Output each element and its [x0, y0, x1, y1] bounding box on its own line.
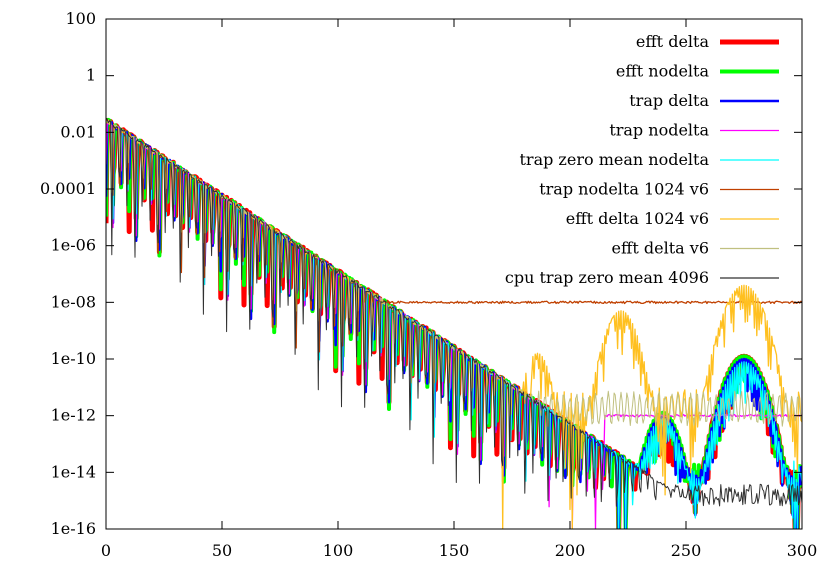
legend-label-8: cpu trap zero mean 4096: [505, 268, 709, 287]
x-tick-label: 250: [671, 541, 702, 560]
y-tick-label: 100: [65, 9, 96, 28]
y-tick-label: 1: [86, 66, 96, 85]
x-tick-label: 300: [787, 541, 818, 560]
x-tick-label: 150: [439, 541, 470, 560]
series-line-8: [106, 117, 802, 507]
legend-label-2: trap delta: [629, 91, 709, 110]
y-tick-label: 1e-14: [51, 462, 96, 481]
x-tick-label: 200: [555, 541, 586, 560]
legend-label-5: trap nodelta 1024 v6: [539, 180, 709, 199]
y-tick-label: 1e-10: [51, 349, 96, 368]
y-tick-label: 0.01: [60, 122, 96, 141]
series-lines: [106, 117, 802, 529]
x-tick-label: 50: [212, 541, 232, 560]
legend-label-4: trap zero mean nodelta: [519, 150, 709, 169]
y-tick-label: 0.0001: [40, 179, 96, 198]
legend-label-0: efft delta: [636, 32, 710, 51]
legend-label-7: efft delta v6: [612, 239, 709, 258]
y-tick-label: 1e-06: [51, 236, 96, 255]
series-line-7: [106, 120, 802, 427]
legend-label-1: efft nodelta: [616, 62, 710, 81]
y-tick-label: 1e-12: [51, 406, 96, 425]
x-tick-label: 100: [323, 541, 354, 560]
legend-label-6: efft delta 1024 v6: [566, 209, 709, 228]
x-tick-label: 0: [101, 541, 111, 560]
legend-label-3: trap nodelta: [609, 121, 709, 140]
y-tick-label: 1e-16: [51, 519, 96, 538]
y-tick-label: 1e-08: [51, 292, 96, 311]
legend: efft delta efft nodelta trap delta trap nod…: [505, 32, 779, 287]
axis-ticks: 0 50 100 150 200 250 300 100 1 0.01 0.0001 1e-06 1e-…: [40, 9, 817, 560]
